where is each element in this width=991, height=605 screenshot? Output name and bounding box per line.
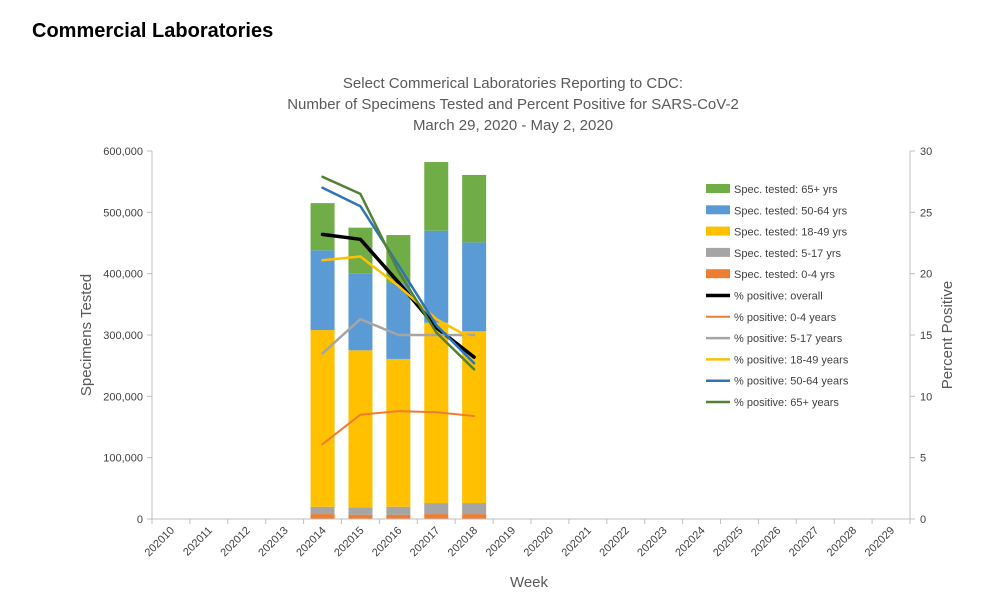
series-line	[321, 186, 476, 365]
x-tick-label: 202028	[825, 525, 859, 559]
x-tick-label: 202025	[711, 525, 745, 559]
x-tick-label: 202026	[749, 525, 783, 559]
x-tick-label: 202013	[256, 525, 290, 559]
chart-title-line: March 29, 2020 - May 2, 2020	[413, 117, 613, 134]
legend-label: % positive: 5-17 years	[734, 333, 843, 345]
x-tick-label: 202017	[408, 525, 442, 559]
legend-swatch	[706, 184, 730, 193]
y-axis-title: Specimens Tested	[78, 274, 95, 396]
x-tick-label: 202019	[484, 525, 518, 559]
page-heading: Commercial Laboratories	[32, 20, 274, 42]
legend: Spec. tested: 65+ yrs Spec. tested: 50-64…	[706, 184, 849, 409]
y-tick-label: 300,000	[103, 330, 143, 342]
x-tick-label: 202016	[370, 525, 404, 559]
y-tick-label: 200,000	[103, 391, 143, 403]
x-tick-label: 202020	[522, 525, 556, 559]
bar-segment	[348, 350, 373, 508]
series-line	[321, 175, 476, 371]
legend-label: % positive: 0-4 years	[734, 312, 837, 324]
bar-segment	[310, 330, 335, 507]
y-tick-label: 100,000	[103, 453, 143, 465]
y2-tick-label: 25	[920, 207, 932, 219]
bar-segment	[462, 174, 487, 243]
bars	[310, 162, 487, 519]
series-line	[321, 317, 476, 355]
y2-tick-label: 0	[920, 514, 926, 526]
legend-label: Spec. tested: 65+ yrs	[734, 184, 838, 196]
y2-tick-label: 10	[920, 391, 932, 403]
bar-segment	[310, 514, 335, 519]
legend-label: % positive: overall	[734, 291, 823, 303]
x-tick-label: 202022	[597, 525, 631, 559]
x-tick-label: 202012	[218, 525, 252, 559]
bar-segment	[462, 503, 487, 515]
y2-axis-title: Percent Positive	[939, 281, 956, 389]
legend-swatch	[706, 226, 730, 236]
bar-segment	[424, 514, 449, 519]
bar-segment	[462, 242, 487, 332]
x-tick-label: 202021	[560, 525, 594, 559]
bar-segment	[310, 506, 335, 515]
x-tick-label: 202018	[446, 525, 480, 559]
y2-tick-label: 20	[920, 269, 932, 281]
bar-segment	[386, 358, 411, 507]
legend-label: % positive: 65+ years	[734, 397, 839, 409]
x-tick-label: 202027	[787, 525, 821, 559]
lines	[320, 175, 476, 446]
legend-label: Spec. tested: 50-64 yrs	[734, 205, 848, 217]
x-tick-label: 202024	[673, 525, 707, 559]
y-tick-label: 0	[137, 514, 143, 526]
series-line	[321, 255, 476, 342]
series-line	[321, 410, 476, 446]
bar-segment	[462, 514, 487, 519]
legend-swatch	[706, 247, 730, 257]
bar-segment	[386, 514, 411, 519]
bar-segment	[310, 203, 335, 251]
bar-segment	[386, 506, 411, 515]
y2-tick-label: 5	[920, 453, 926, 465]
legend-label: Spec. tested: 5-17 yrs	[734, 248, 841, 260]
x-tick-label: 202010	[143, 525, 177, 559]
x-tick-label: 202023	[635, 525, 669, 559]
bar-segment	[348, 514, 373, 519]
y2-tick-label: 30	[920, 146, 932, 158]
x-tick-label: 202014	[294, 525, 328, 559]
x-tick-label: 202011	[181, 525, 215, 559]
bar-segment	[310, 250, 335, 331]
legend-label: % positive: 50-64 years	[734, 376, 849, 388]
y-tick-label: 600,000	[103, 146, 143, 158]
chart-title: Select Commerical Laboratories Reporting…	[287, 75, 739, 134]
y2-tick-label: 15	[920, 330, 932, 342]
legend-label: Spec. tested: 18-49 yrs	[734, 227, 848, 239]
x-tick-label: 202015	[332, 525, 366, 559]
bar-segment	[424, 162, 449, 231]
chart-title-line: Select Commerical Laboratories Reporting…	[343, 75, 683, 92]
legend-label: % positive: 18-49 years	[734, 354, 849, 366]
legend-label: Spec. tested: 0-4 yrs	[734, 269, 835, 281]
bar-segment	[386, 235, 411, 283]
bar-segment	[386, 282, 411, 359]
x-tick-label: 202029	[863, 525, 897, 559]
bar-segment	[424, 230, 449, 323]
bar-segment	[348, 507, 373, 515]
legend-swatch	[706, 205, 730, 215]
y-tick-label: 500,000	[103, 207, 143, 219]
bar-segment	[348, 273, 373, 351]
y-tick-label: 400,000	[103, 269, 143, 281]
chart-title-line: Number of Specimens Tested and Percent P…	[287, 96, 739, 113]
x-axis-title: Week	[510, 574, 549, 591]
bar-segment	[424, 503, 449, 515]
legend-swatch	[706, 269, 730, 279]
